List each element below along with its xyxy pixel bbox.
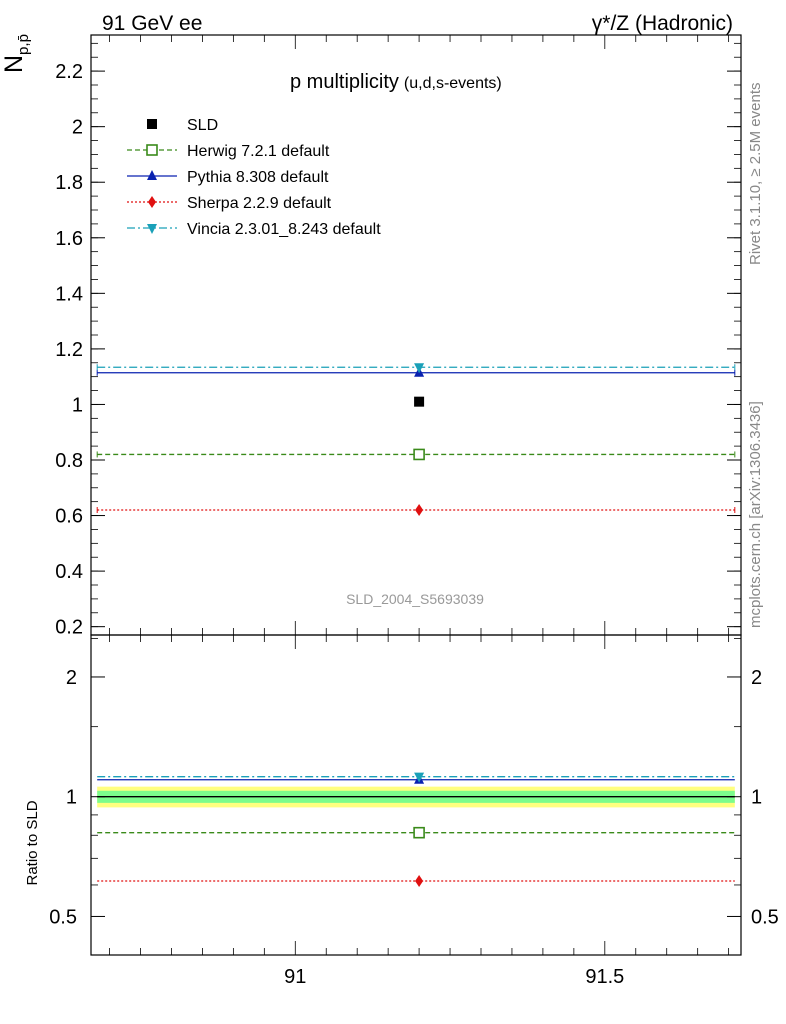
legend-marker-sherpa-2-2-9-default [148,196,156,208]
plot-title: p multiplicity (u,d,s-events) [290,71,502,93]
y-tick-label: 1.6 [55,228,83,250]
x-tick-label: 91.5 [585,966,624,988]
y-tick-label: 1.4 [55,283,83,305]
legend-label-sherpa-2-2-9-default: Sherpa 2.2.9 default [187,195,332,212]
data-point-sld [414,396,425,407]
y-tick-label: 0.2 [55,617,83,639]
watermark: SLD_2004_S5693039 [346,591,484,607]
y-tick-label: 0.4 [55,561,83,583]
y-tick-label: 1.2 [55,339,83,361]
mcplots-label: mcplots.cern.ch [arXiv:1306.3436] [747,401,764,628]
ratio-marker-herwig-7-2-1-default [413,826,425,839]
ratio-axis-label: Ratio to SLD [24,800,41,885]
legend-label-vincia-2-3-01-8-243-default: Vincia 2.3.01_8.243 default [187,221,381,238]
x-tick-label: 91 [284,966,306,988]
series-marker-sherpa-2-2-9-default [415,504,424,516]
y-tick-label: 2 [72,117,83,139]
series-marker-vincia-2-3-01-8-243-default [414,363,425,374]
y-tick-label: 0.6 [55,506,83,528]
ratio-frame [90,634,742,956]
legend-marker-sld [147,119,157,129]
plot-title-main: p multiplicity [290,71,399,93]
header-left: 91 GeV ee [102,12,202,35]
series-marker-herwig-7-2-1-default [413,448,425,461]
header-right: γ*/Z (Hadronic) [592,12,733,35]
main-panel: 0.2 0.4 0.6 0.8 1 1.2 1.4 1.6 1.8 2 2.2 [55,35,741,639]
legend-label-sld: SLD [187,117,218,134]
legend: SLD Herwig 7.2.1 default Pythia 8.308 defa… [127,117,381,238]
y-tick-label: 2.2 [55,61,83,83]
y-tick-label: 1.8 [55,172,83,194]
ratio-y-tick-label-right: 0.5 [751,906,779,928]
ratio-marker-vincia-2-3-01-8-243-default [414,772,425,783]
ratio-y-tick-label: 2 [66,667,77,689]
y-tick-label: 1 [72,394,83,416]
rivet-label: Rivet 3.1.10, ≥ 2.5M events [747,83,764,266]
ratio-y-tick-label-right: 2 [751,667,762,689]
legend-marker-herwig-7-2-1-default [146,144,158,156]
y-tick-label: 0.8 [55,450,83,472]
legend-label-herwig-7-2-1-default: Herwig 7.2.1 default [187,143,330,160]
legend-label-pythia-8-308-default: Pythia 8.308 default [187,169,329,186]
ratio-y-tick-label-right: 1 [751,787,762,809]
ratio-y-tick-label: 0.5 [49,906,77,928]
y-axis-label-main: N [0,55,28,73]
legend-marker-pythia-8-308-default [147,170,157,180]
ratio-panel: 91 91.5 0.5 0.5 1 1 2 2 [49,635,779,988]
y-axis-label-sub: p,p̄ [15,34,32,55]
plot-subtitle: (u,d,s-events) [404,75,502,92]
y-axis-label: Np,p̄ [0,34,32,73]
ratio-y-tick-label: 1 [66,787,77,809]
legend-marker-vincia-2-3-01-8-243-default [147,224,157,234]
ratio-marker-sherpa-2-2-9-default [415,874,424,887]
